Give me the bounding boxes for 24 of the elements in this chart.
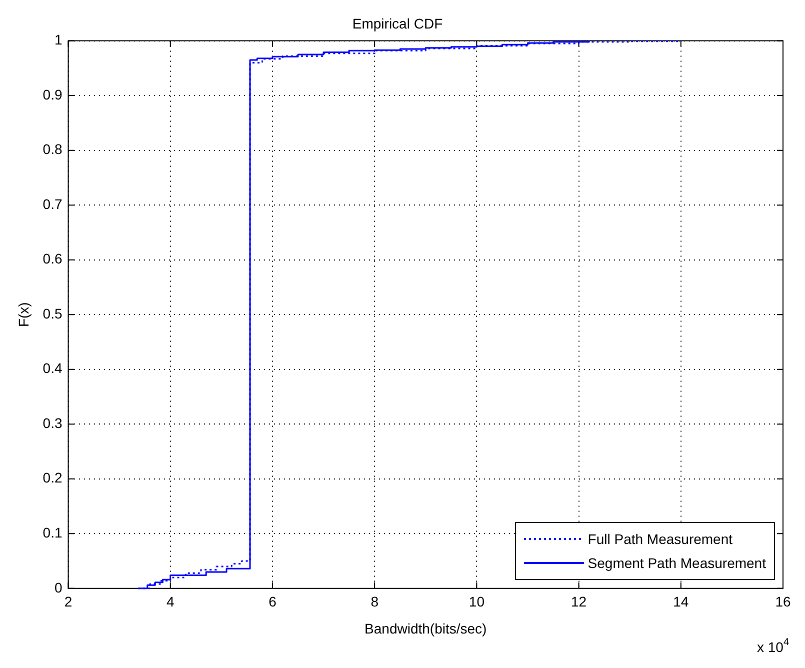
y-tick-label: 0.7 [42, 196, 62, 212]
x-tick-label: 2 [64, 594, 72, 610]
x-axis-title: Bandwidth(bits/sec) [364, 620, 487, 636]
chart-title: Empirical CDF [352, 15, 443, 32]
x-tick-label: 6 [268, 594, 277, 610]
y-tick-label: 0.1 [42, 524, 62, 540]
x-tick-label: 8 [370, 594, 379, 610]
x-tick-label: 14 [673, 594, 689, 610]
legend-label: Segment Path Measurement [588, 554, 766, 574]
y-axis-title: F(x) [15, 302, 32, 328]
y-tick-label: 1 [54, 32, 62, 48]
y-tick-label: 0.4 [42, 360, 62, 376]
y-tick-label: 0 [54, 579, 62, 596]
x-tick-label: 10 [468, 594, 485, 610]
legend-label: Full Path Measurement [588, 530, 733, 550]
y-tick-label: 0.3 [42, 414, 62, 431]
y-tick-label: 0.6 [42, 250, 62, 267]
x-tick-label: 12 [571, 594, 587, 610]
y-tick-label: 0.8 [42, 141, 62, 158]
y-tick-label: 0.2 [42, 470, 62, 486]
y-tick-label: 0.9 [42, 86, 62, 102]
y-tick-label: 0.5 [42, 305, 62, 322]
x-tick-label: 4 [166, 594, 174, 610]
x-tick-label: 16 [775, 594, 791, 610]
